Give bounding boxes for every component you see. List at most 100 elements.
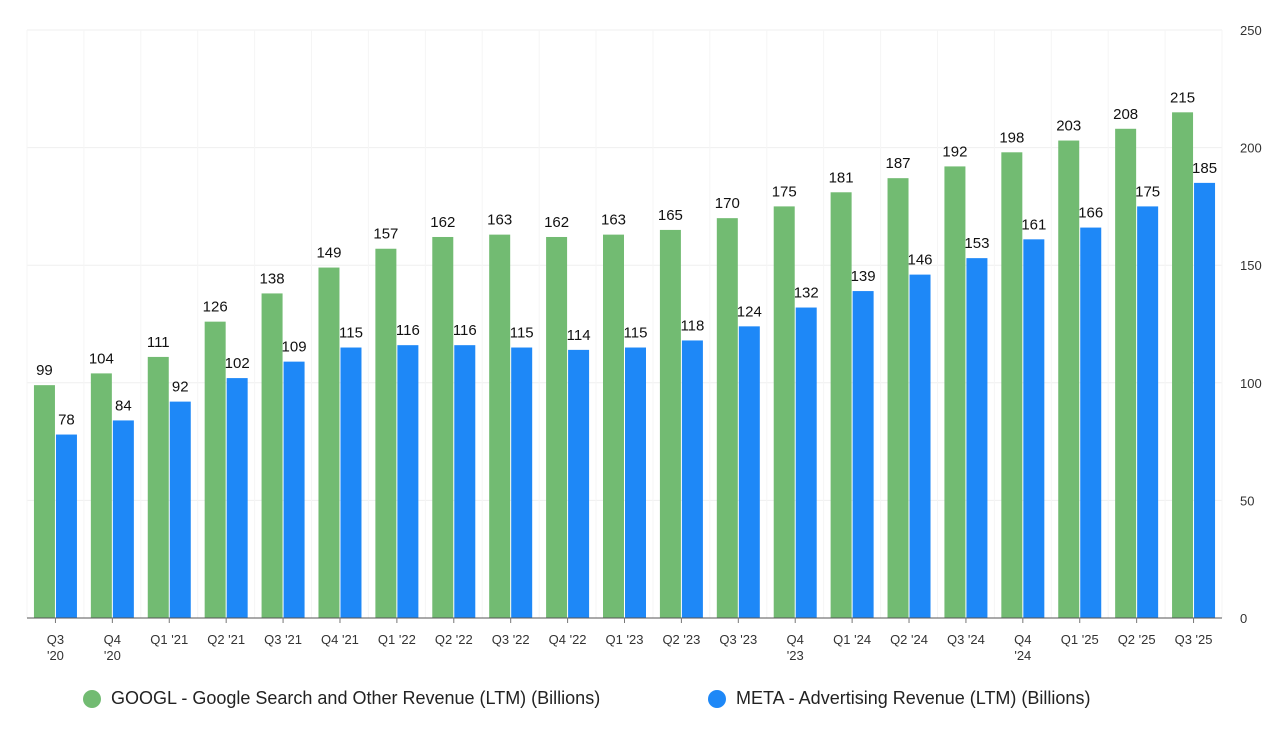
data-label-googl: 138 (260, 270, 285, 287)
bar-googl (147, 356, 169, 618)
bar-meta (511, 347, 533, 618)
bar-meta (966, 258, 988, 618)
data-label-meta: 175 (1135, 183, 1160, 200)
x-tick-label: Q4'24 (1014, 632, 1031, 663)
data-label-meta: 118 (680, 317, 704, 334)
data-label-googl: 163 (487, 212, 512, 229)
data-label-googl: 163 (601, 212, 626, 229)
x-tick-label: Q1 '23 (606, 632, 644, 647)
data-label-googl: 170 (715, 195, 740, 212)
bar-meta (226, 378, 248, 618)
x-tick-label: Q1 '25 (1061, 632, 1099, 647)
bar-googl (1172, 112, 1194, 618)
bar-googl (375, 248, 397, 618)
bar-googl (90, 373, 112, 618)
legend-swatch-googl (83, 689, 101, 708)
bar-meta (738, 326, 760, 618)
bar-googl (773, 206, 795, 618)
x-tick-label: Q4'20 (104, 632, 121, 663)
bar-googl (318, 267, 340, 618)
bar-googl (659, 229, 681, 619)
legend-item-meta[interactable]: META - Advertising Revenue (LTM) (Billio… (708, 688, 1090, 709)
bar-meta (1080, 227, 1102, 618)
x-tick-label: Q2 '23 (662, 632, 700, 647)
bar-meta (909, 274, 931, 618)
data-label-googl: 175 (772, 183, 797, 200)
data-label-meta: 185 (1192, 160, 1217, 177)
bar-meta (795, 307, 817, 618)
x-tick-label: Q1 '24 (833, 632, 871, 647)
x-tick-label: Q3 '23 (719, 632, 757, 647)
x-tick-label: Q2 '22 (435, 632, 473, 647)
data-label-googl: 208 (1113, 106, 1138, 123)
bar-meta (852, 291, 874, 618)
bar-meta (1137, 206, 1159, 618)
legend-item-googl[interactable]: GOOGL - Google Search and Other Revenue … (83, 688, 600, 709)
data-label-googl: 149 (316, 245, 341, 262)
data-label-googl: 157 (373, 226, 398, 243)
data-label-meta: 124 (737, 303, 762, 320)
data-label-meta: 109 (282, 339, 307, 356)
x-tick-label: Q3'20 (47, 632, 64, 663)
legend: GOOGL - Google Search and Other Revenue … (0, 688, 1280, 724)
data-label-googl: 99 (36, 362, 53, 379)
x-tick-label: Q3 '25 (1175, 632, 1213, 647)
bar-meta (55, 434, 77, 618)
bar-googl (830, 192, 852, 618)
bar-meta (283, 361, 305, 618)
data-label-meta: 115 (624, 325, 648, 342)
chart: 0 50 100 150 200 250 99 104 111 126 138 149 157 162 16… (26, 23, 1262, 663)
bar-meta (1023, 239, 1045, 618)
data-label-meta: 114 (567, 327, 591, 344)
y-tick-label: 100 (1240, 376, 1262, 391)
data-label-meta: 78 (58, 412, 75, 429)
bar-googl (546, 236, 568, 618)
y-tick-label: 150 (1240, 258, 1262, 273)
y-tick-label: 50 (1240, 493, 1254, 508)
data-label-meta: 116 (396, 322, 420, 339)
x-tick-label: Q3 '21 (264, 632, 302, 647)
legend-label-googl: GOOGL - Google Search and Other Revenue … (111, 688, 601, 708)
data-label-meta: 132 (794, 285, 819, 302)
data-label-googl: 165 (658, 207, 683, 224)
x-tick-label: Q4'23 (787, 632, 804, 663)
x-tick-label: Q2 '25 (1118, 632, 1156, 647)
bar-meta (625, 347, 646, 618)
data-label-meta: 161 (1021, 216, 1046, 233)
data-label-googl: 215 (1170, 89, 1195, 106)
x-tick-label: Q4 '22 (549, 632, 587, 647)
bar-googl (489, 234, 511, 618)
data-label-googl: 203 (1056, 118, 1081, 135)
data-label-meta: 153 (964, 235, 989, 252)
bar-meta (397, 345, 419, 618)
data-label-googl: 126 (203, 299, 228, 316)
data-label-googl: 111 (147, 334, 170, 351)
legend-swatch-meta (708, 689, 726, 708)
bar-googl (1058, 140, 1080, 618)
legend-label-meta: META - Advertising Revenue (LTM) (Billio… (736, 688, 1091, 708)
x-tick-label: Q1 '21 (150, 632, 188, 647)
data-label-meta: 115 (510, 325, 534, 342)
bar-googl (261, 293, 283, 618)
y-tick-label: 200 (1240, 141, 1262, 156)
bar-meta (568, 349, 590, 618)
data-label-meta: 139 (851, 268, 876, 285)
bar-googl (944, 166, 966, 618)
data-label-googl: 181 (829, 169, 854, 186)
bar-googl (603, 234, 624, 618)
bar-googl (1001, 152, 1023, 618)
data-label-googl: 198 (999, 129, 1024, 146)
bar-googl (1115, 128, 1137, 618)
data-label-googl: 162 (430, 214, 455, 231)
bar-meta (112, 420, 134, 618)
data-label-googl: 187 (886, 155, 911, 172)
x-tick-label: Q1 '22 (378, 632, 416, 647)
data-label-googl: 162 (544, 214, 569, 231)
y-tick-label: 0 (1240, 611, 1247, 626)
data-label-meta: 116 (453, 322, 477, 339)
x-tick-label: Q3 '24 (947, 632, 985, 647)
bar-meta (1194, 182, 1216, 618)
data-label-googl: 104 (89, 350, 114, 367)
bar-meta (454, 345, 476, 618)
bar-googl (204, 321, 226, 618)
